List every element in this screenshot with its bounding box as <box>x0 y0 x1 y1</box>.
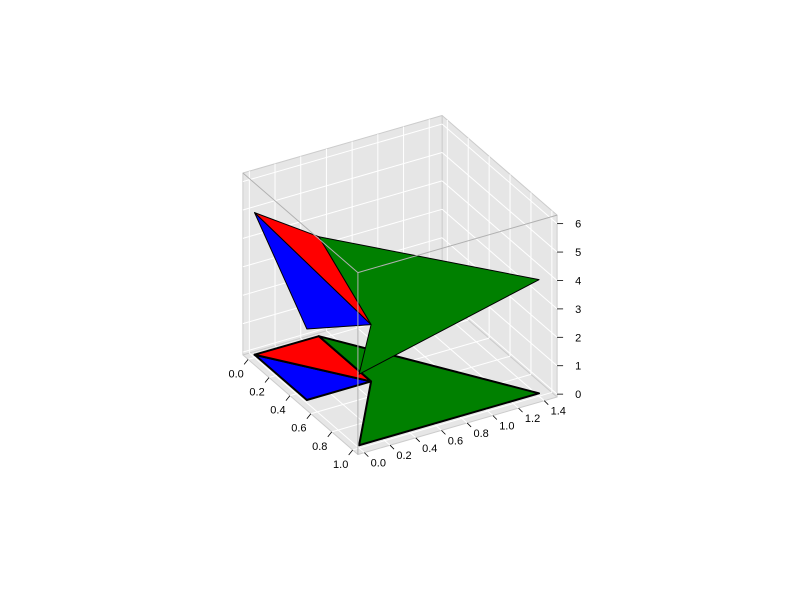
svg-text:6: 6 <box>575 219 581 231</box>
svg-text:0.0: 0.0 <box>371 458 386 470</box>
svg-text:1.0: 1.0 <box>499 421 514 433</box>
svg-text:5: 5 <box>575 247 581 259</box>
svg-text:2: 2 <box>575 332 581 344</box>
svg-text:1.0: 1.0 <box>333 459 348 471</box>
svg-text:0.4: 0.4 <box>270 405 285 417</box>
svg-text:0.2: 0.2 <box>396 450 411 462</box>
svg-text:0.8: 0.8 <box>312 441 327 453</box>
svg-text:1: 1 <box>575 361 581 373</box>
svg-text:0.0: 0.0 <box>228 368 243 380</box>
chart-svg: 0.0 0.2 0.4 0.6 0.8 1.0 0.0 0.2 0.4 0.6 0.8 1.0 1.2 1… <box>0 0 800 600</box>
svg-text:0.2: 0.2 <box>249 387 264 399</box>
svg-text:1.4: 1.4 <box>551 406 566 418</box>
svg-text:4: 4 <box>575 275 581 287</box>
chart-3d-container: 0.0 0.2 0.4 0.6 0.8 1.0 0.0 0.2 0.4 0.6 0.8 1.0 1.2 1… <box>0 0 800 600</box>
svg-text:1.2: 1.2 <box>525 413 540 425</box>
svg-text:0.4: 0.4 <box>422 443 437 455</box>
svg-text:0.6: 0.6 <box>291 423 306 435</box>
svg-text:0: 0 <box>575 389 581 401</box>
svg-text:3: 3 <box>575 304 581 316</box>
svg-text:0.6: 0.6 <box>448 435 463 447</box>
svg-text:0.8: 0.8 <box>473 428 488 440</box>
